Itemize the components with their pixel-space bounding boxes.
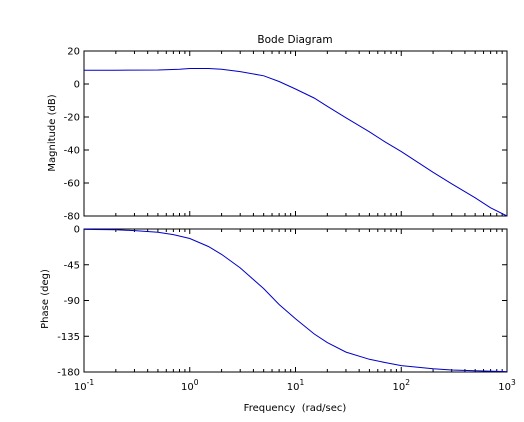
magnitude-plot-frame: [83, 50, 508, 217]
frequency-xlabel: Frequency (rad/sec): [244, 403, 347, 414]
phase-y-tick-label: -180: [57, 368, 80, 379]
phase-y-tick-label: 0: [74, 225, 80, 236]
x-tick-label: 103: [498, 378, 516, 393]
magnitude-y-tick-label: -80: [64, 212, 80, 223]
x-tick-label: 101: [287, 378, 305, 393]
chart-title: Bode Diagram: [257, 34, 332, 46]
x-tick-label: 102: [392, 378, 410, 393]
phase-y-tick-label: -135: [57, 332, 80, 343]
magnitude-axes: 20 0 -20 -40 -60 -80: [64, 47, 508, 223]
phase-y-tick-label: -45: [64, 260, 80, 271]
phase-ylabel: Phase (deg): [40, 269, 51, 329]
phase-plot-frame: [83, 228, 508, 373]
magnitude-ylabel: Magnitude (dB): [47, 94, 58, 171]
magnitude-y-tick-label: 20: [67, 47, 80, 58]
magnitude-y-tick-label: -40: [64, 146, 80, 157]
magnitude-y-tick-label: -20: [64, 113, 80, 124]
phase-series-line: [83, 228, 508, 373]
phase-y-tick-label: -90: [64, 296, 80, 307]
magnitude-y-tick-label: 0: [74, 80, 80, 91]
x-tick-label: 10-1: [74, 378, 94, 393]
x-tick-label: 100: [181, 378, 199, 393]
magnitude-y-tick-label: -60: [64, 179, 80, 190]
magnitude-series-line: [83, 68, 508, 217]
